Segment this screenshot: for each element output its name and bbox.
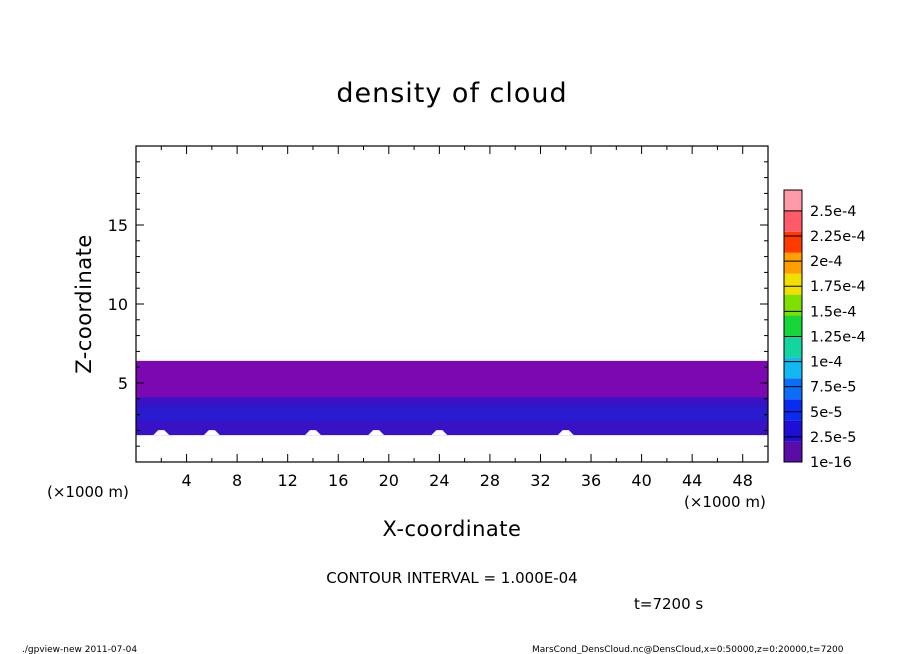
colorbar-swatch <box>784 378 802 400</box>
colorbar-swatch <box>784 252 802 274</box>
colorbar-label: 1e-16 <box>810 455 852 471</box>
contour-gap <box>304 430 321 436</box>
colorbar-swatch <box>784 399 802 421</box>
colorbar-label: 2e-4 <box>810 254 843 270</box>
colorbar-label: 7.5e-5 <box>810 380 856 396</box>
x-tick-label: 16 <box>328 471 348 490</box>
x-tick-label: 48 <box>733 471 753 490</box>
x-tick-label: 28 <box>480 471 500 490</box>
colorbar-label: 2.25e-4 <box>810 229 866 245</box>
colorbar-label: 1.25e-4 <box>810 329 866 345</box>
contour-interval: CONTOUR INTERVAL = 1.000E-04 <box>326 569 577 587</box>
contour-gap <box>153 430 170 436</box>
contour-gap <box>368 430 385 436</box>
x-tick-label: 44 <box>682 471 702 490</box>
footer-right: MarsCond_DensCloud.nc@DensCloud,x=0:5000… <box>532 645 844 654</box>
x-tick-label: 24 <box>429 471 449 490</box>
colorbar-label: 5e-5 <box>810 405 843 421</box>
footer-left: ./gpview-new 2011-07-04 <box>22 645 137 654</box>
y-tick-label: 10 <box>108 295 128 314</box>
x-unit-left: (×1000 m) <box>47 483 129 501</box>
x-tick-label: 40 <box>631 471 651 490</box>
colorbar-label: 1.5e-4 <box>810 304 856 320</box>
colorbar-label: 1e-4 <box>810 355 843 371</box>
x-axis-label: X-coordinate <box>383 517 522 541</box>
colorbar-label: 1.75e-4 <box>810 279 866 295</box>
colorbar-swatch <box>784 294 802 316</box>
colorbar-swatch <box>784 190 802 211</box>
colorbar-swatch <box>784 420 802 442</box>
contour-gap <box>431 430 448 436</box>
x-tick-label: 8 <box>232 471 242 490</box>
y-tick-label: 5 <box>118 374 128 393</box>
colorbar-swatch <box>784 210 802 232</box>
colorbar-swatch <box>784 273 802 295</box>
chart-title: density of cloud <box>336 78 567 109</box>
colorbar-label: 2.5e-4 <box>810 204 856 220</box>
y-tick-label: 15 <box>108 216 128 235</box>
plot-area <box>136 360 768 436</box>
x-unit-right: (×1000 m) <box>684 493 766 511</box>
y-axis-label: Z-coordinate <box>72 234 96 374</box>
x-tick-label: 4 <box>181 471 191 490</box>
contour-layer <box>136 406 768 421</box>
x-tick-label: 32 <box>530 471 550 490</box>
colorbar: 1e-16 2.5e-5 5e-5 7.5e-5 1e-4 1.25e-4 1.5e-4 1.… <box>783 189 866 471</box>
x-tick-label: 12 <box>278 471 298 490</box>
colorbar-swatch <box>784 231 802 253</box>
contour-gap <box>557 430 574 436</box>
colorbar-swatch <box>784 441 802 462</box>
colorbar-label: 2.5e-5 <box>810 430 856 446</box>
colorbar-swatch <box>784 336 802 358</box>
colorbar-swatch <box>784 315 802 337</box>
x-tick-label: 36 <box>581 471 601 490</box>
x-tick-label: 20 <box>379 471 399 490</box>
colorbar-swatch <box>784 357 802 379</box>
contour-gap <box>203 430 220 436</box>
time-label: t=7200 s <box>634 595 703 613</box>
